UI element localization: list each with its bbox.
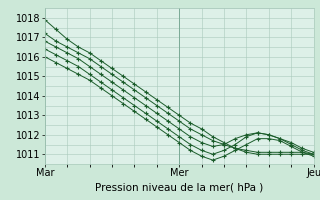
X-axis label: Pression niveau de la mer( hPa ): Pression niveau de la mer( hPa ): [95, 182, 263, 192]
